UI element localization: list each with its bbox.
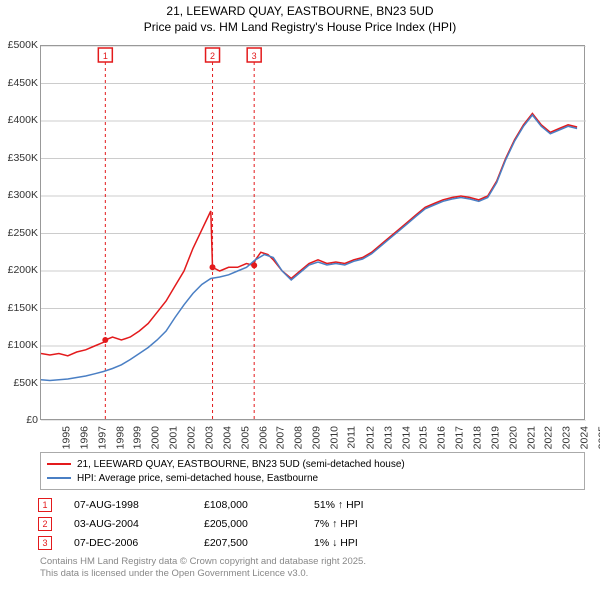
table-row: 2 03-AUG-2004£205,0007% ↑ HPI [38,515,404,533]
x-tick-label: 2012 [364,426,376,449]
y-tick-label: £350K [8,152,38,164]
x-tick-label: 2011 [345,426,357,449]
legend-swatch [47,477,71,479]
chart-svg: 1 2 3 [41,46,586,421]
legend-label: 21, LEEWARD QUAY, EASTBOURNE, BN23 5UD (… [77,459,405,470]
x-tick-label: 2001 [168,426,180,449]
y-tick-label: £100K [8,339,38,351]
row-pct: 7% ↑ HPI [314,518,404,530]
x-tick-label: 1995 [60,426,72,449]
x-tick-label: 2009 [311,426,323,449]
row-date: 03-AUG-2004 [74,518,204,530]
x-tick-label: 1999 [132,426,144,449]
row-price: £205,000 [204,518,314,530]
y-tick-label: £200K [8,264,38,276]
x-tick-label: 2025 [596,426,600,449]
row-marker: 2 [38,517,52,531]
y-tick-label: £500K [8,39,38,51]
footer-line1: Contains HM Land Registry data © Crown c… [40,556,366,568]
x-tick-label: 2014 [400,426,412,449]
x-tick-label: 2005 [239,426,251,449]
y-tick-label: £300K [8,189,38,201]
footer-line2: This data is licensed under the Open Gov… [40,568,366,580]
x-tick-label: 2020 [507,426,519,449]
y-tick-label: £150K [8,302,38,314]
x-tick-label: 2022 [543,426,555,449]
legend-swatch [47,463,71,465]
y-tick-label: £400K [8,114,38,126]
x-tick-label: 1998 [114,426,126,449]
table-row: 1 07-AUG-1998£108,00051% ↑ HPI [38,496,404,514]
x-tick-label: 2021 [525,426,537,449]
x-tick-label: 2023 [561,426,573,449]
table-row: 3 07-DEC-2006£207,5001% ↓ HPI [38,534,404,552]
row-date: 07-DEC-2006 [74,537,204,549]
row-marker: 1 [38,498,52,512]
x-tick-label: 2004 [221,426,233,449]
x-tick-label: 2007 [275,426,287,449]
x-tick-label: 2002 [185,426,197,449]
x-tick-label: 2019 [489,426,501,449]
x-tick-label: 2003 [203,426,215,449]
x-tick-label: 1996 [78,426,90,449]
x-tick-label: 2017 [453,426,465,449]
chart-title-line1: 21, LEEWARD QUAY, EASTBOURNE, BN23 5UD [0,4,600,18]
x-tick-label: 1997 [96,426,108,449]
svg-text:3: 3 [252,51,257,61]
x-tick-label: 2016 [436,426,448,449]
row-price: £108,000 [204,499,314,511]
row-price: £207,500 [204,537,314,549]
x-tick-label: 2008 [293,426,305,449]
y-tick-label: £250K [8,227,38,239]
x-tick-label: 2006 [257,426,269,449]
legend-item: HPI: Average price, semi-detached house,… [47,471,578,485]
plot-area: 1 2 3 [40,45,585,420]
row-marker: 3 [38,536,52,550]
y-tick-label: £0 [26,414,38,426]
x-tick-label: 2013 [382,426,394,449]
x-tick-label: 2024 [579,426,591,449]
chart-container: 21, LEEWARD QUAY, EASTBOURNE, BN23 5UD P… [0,0,600,590]
x-tick-label: 2018 [471,426,483,449]
legend: 21, LEEWARD QUAY, EASTBOURNE, BN23 5UD (… [40,452,585,490]
y-tick-label: £450K [8,77,38,89]
svg-text:2: 2 [210,51,215,61]
x-tick-label: 2010 [328,426,340,449]
svg-text:1: 1 [103,51,108,61]
transactions-table: 1 07-AUG-1998£108,00051% ↑ HPI 2 03-AUG-200… [38,496,404,553]
x-tick-label: 2000 [150,426,162,449]
legend-label: HPI: Average price, semi-detached house,… [77,473,318,484]
row-pct: 1% ↓ HPI [314,537,404,549]
y-tick-label: £50K [13,377,38,389]
chart-title-line2: Price paid vs. HM Land Registry's House … [0,20,600,34]
row-date: 07-AUG-1998 [74,499,204,511]
row-pct: 51% ↑ HPI [314,499,404,511]
footer-attribution: Contains HM Land Registry data © Crown c… [40,556,366,581]
legend-item: 21, LEEWARD QUAY, EASTBOURNE, BN23 5UD (… [47,457,578,471]
x-tick-label: 2015 [418,426,430,449]
